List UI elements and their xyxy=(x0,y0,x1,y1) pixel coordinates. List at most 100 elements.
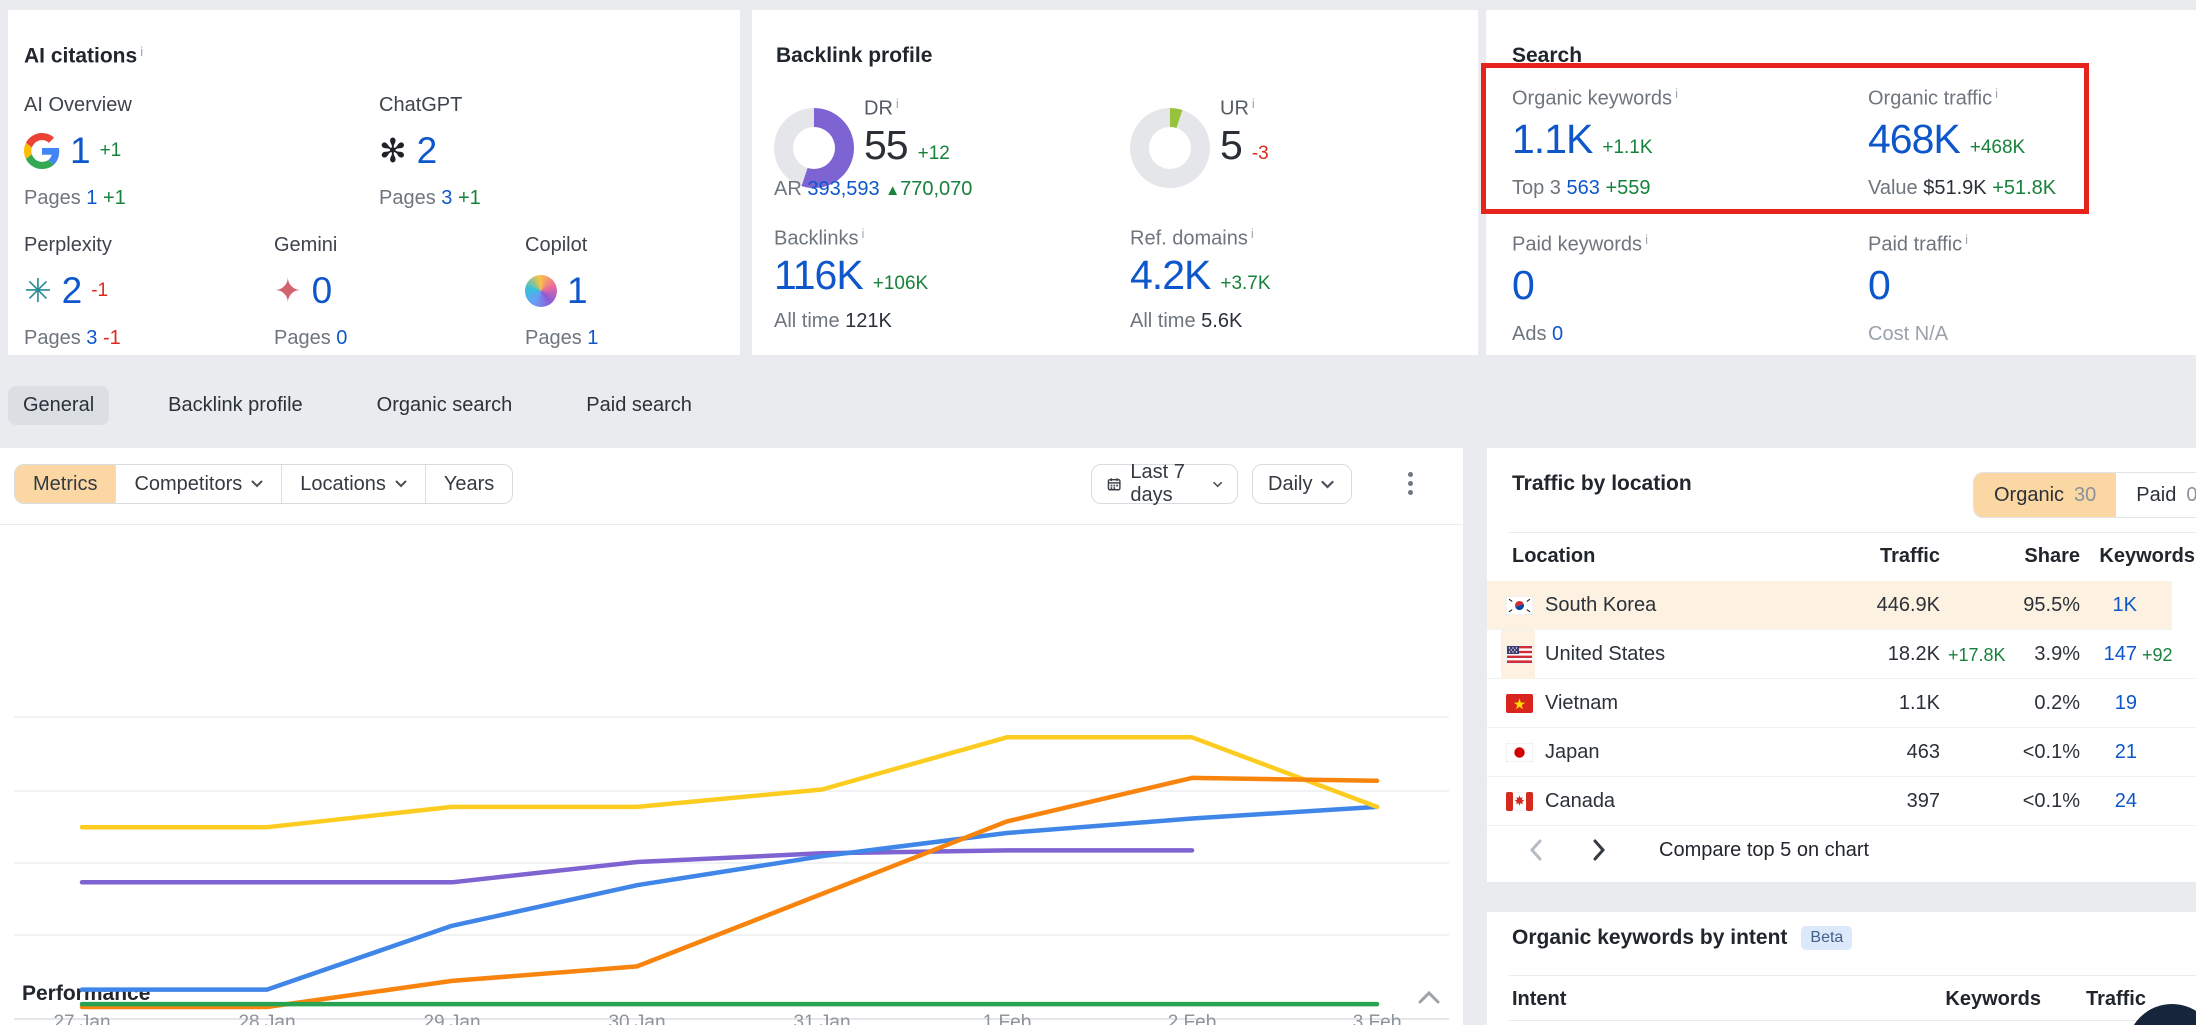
info-icon: i xyxy=(1995,86,1999,101)
location-keywords[interactable]: 24 xyxy=(2114,790,2137,812)
column-intent: Intent xyxy=(1512,988,1567,1010)
location-table-header: Location Traffic Share Keywords xyxy=(1487,533,2196,581)
tab-general[interactable]: General xyxy=(8,385,110,425)
tab-organic-search[interactable]: Organic search xyxy=(376,393,513,416)
ai-citation-count[interactable]: 1 xyxy=(70,130,91,171)
flag-us-icon xyxy=(1505,644,1534,665)
search-metric-subvalue: Top 3 xyxy=(1512,177,1561,200)
keywords-by-intent-title: Organic keywords by intent xyxy=(1512,926,1788,949)
filter-locations-button[interactable]: Locations xyxy=(281,465,425,503)
pages-count[interactable]: 3 xyxy=(441,187,453,209)
chatgpt-icon: ✻ xyxy=(379,132,407,169)
location-row[interactable]: United States 18.2K +17.8K 3.9% 147 +92 xyxy=(1487,630,2196,679)
granularity-button[interactable]: Daily xyxy=(1252,464,1352,504)
pages-count[interactable]: 3 xyxy=(86,327,98,349)
ai-citations-card: AI citations i AI Overview 1 +1 Pages 1 +1… xyxy=(8,10,740,355)
collapse-chevron-icon[interactable] xyxy=(1418,991,1440,1004)
location-name: United States xyxy=(1545,643,1666,665)
x-axis-tick: 30 Jan xyxy=(608,1012,666,1025)
flag-jp-icon xyxy=(1505,742,1534,763)
pages-delta: +1 xyxy=(102,187,126,209)
filter-group: Metrics Competitors Locations Years xyxy=(14,464,514,504)
search-metric-subvalue[interactable]: 0 xyxy=(1552,323,1564,346)
search-metric-block: Paid keywords i 0 Ads 0 xyxy=(1512,232,1648,346)
search-metric-value[interactable]: 468K xyxy=(1868,116,1961,163)
location-row[interactable]: Vietnam 1.1K 0.2% 19 xyxy=(1487,679,2196,728)
search-metric-value[interactable]: 1.1K xyxy=(1512,116,1593,163)
pages-count[interactable]: 0 xyxy=(336,327,348,349)
ai-citation-count[interactable]: 1 xyxy=(567,270,588,311)
compare-top5-link[interactable]: Compare top 5 on chart xyxy=(1659,839,1870,861)
more-options-button[interactable] xyxy=(1408,472,1413,495)
location-keywords[interactable]: 1K xyxy=(2112,594,2137,616)
toggle-organic[interactable]: Organic 30 xyxy=(1974,473,2117,517)
ref-domains-value[interactable]: 4.2K xyxy=(1130,252,1211,298)
ai-provider-label: ChatGPT xyxy=(379,94,463,116)
perplexity-icon: ✳ xyxy=(24,272,52,309)
ur-label: UR xyxy=(1220,97,1249,120)
performance-chart xyxy=(0,660,1463,1025)
info-icon: i xyxy=(1645,232,1648,247)
ai-citation-count[interactable]: 2 xyxy=(61,270,83,311)
pages-count[interactable]: 1 xyxy=(86,187,98,209)
all-time-label: All time xyxy=(1130,310,1196,332)
google-icon xyxy=(24,133,60,169)
ai-citation-count[interactable]: 2 xyxy=(416,130,438,171)
location-row[interactable]: Canada 397 <0.1% 24 xyxy=(1487,777,2196,826)
tab-paid-search[interactable]: Paid search xyxy=(586,393,692,416)
chart-line-referring-domains xyxy=(79,804,1380,992)
pages-label: Pages xyxy=(24,187,81,209)
traffic-by-location-panel: Traffic by location Organic 30 Paid 0 Lo… xyxy=(1487,448,2196,1025)
ai-citation-item: ChatGPT ✻ 2 Pages 3 +1 xyxy=(379,94,609,210)
date-range-button[interactable]: Last 7 days xyxy=(1091,461,1238,506)
location-row[interactable]: South Korea 446.9K 95.5% 1K xyxy=(1487,581,2172,630)
backlinks-value[interactable]: 116K xyxy=(774,252,864,298)
copilot-icon xyxy=(525,275,557,307)
ai-citation-delta: -1 xyxy=(91,280,109,301)
filter-competitors-button[interactable]: Competitors xyxy=(115,465,281,503)
location-keywords[interactable]: 19 xyxy=(2114,692,2137,714)
section-tabbar: General Backlink profile Organic search … xyxy=(8,385,707,425)
search-metric-value[interactable]: 0 xyxy=(1512,262,1535,309)
ai-citation-delta: +1 xyxy=(99,140,122,161)
date-range-label: Last 7 days xyxy=(1130,461,1185,506)
x-axis-tick: 27 Jan xyxy=(53,1012,111,1025)
chevron-right-icon[interactable] xyxy=(1592,839,1606,861)
backlinks-delta: +106K xyxy=(872,273,929,294)
info-icon: i xyxy=(1250,226,1254,241)
chevron-down-icon xyxy=(1321,480,1335,489)
ar-value[interactable]: 393,593 xyxy=(807,178,880,200)
pages-count[interactable]: 1 xyxy=(587,327,599,349)
chart-line-domain-rating xyxy=(79,848,1195,885)
info-icon: i xyxy=(1251,96,1255,111)
column-traffic: Traffic xyxy=(2085,988,2146,1010)
search-metric-subvalue: $51.9K xyxy=(1923,177,1987,200)
up-triangle-icon: ▲ xyxy=(885,182,901,199)
search-metric-subvalue[interactable]: 563 xyxy=(1566,177,1600,200)
flag-vn-icon xyxy=(1506,694,1533,713)
filter-metrics-button[interactable]: Metrics xyxy=(15,465,116,503)
pages-label: Pages xyxy=(274,327,331,349)
toggle-paid[interactable]: Paid 0 xyxy=(2116,473,2196,517)
toggle-count: 30 xyxy=(2074,483,2097,506)
location-keywords[interactable]: 147 xyxy=(2103,643,2137,665)
toggle-count: 0 xyxy=(2186,484,2196,507)
ai-citation-count[interactable]: 0 xyxy=(311,270,333,311)
ai-citation-item: Copilot 1 Pages 1 xyxy=(525,234,755,350)
tab-backlink-profile[interactable]: Backlink profile xyxy=(168,393,303,416)
ur-value: 5 xyxy=(1220,122,1243,168)
chart-line-organic-pages xyxy=(79,735,1380,830)
dr-delta: +12 xyxy=(917,143,950,164)
chevron-down-icon xyxy=(251,480,263,488)
ur-delta: -3 xyxy=(1251,143,1269,164)
location-row[interactable]: Japan 463 <0.1% 21 xyxy=(1487,728,2196,777)
keywords-by-intent-title-row: Organic keywords by intent Beta xyxy=(1512,926,1853,950)
search-metric-subvalue: Value xyxy=(1868,177,1918,200)
chevron-left-icon[interactable] xyxy=(1529,839,1543,861)
search-metric-value[interactable]: 0 xyxy=(1868,262,1891,309)
filter-years-button[interactable]: Years xyxy=(424,465,512,503)
ref-domains-all-time: 5.6K xyxy=(1201,310,1243,332)
ref-domains-delta: +3.7K xyxy=(1220,273,1271,294)
column-location: Location xyxy=(1512,545,1596,567)
location-keywords[interactable]: 21 xyxy=(2114,741,2137,763)
